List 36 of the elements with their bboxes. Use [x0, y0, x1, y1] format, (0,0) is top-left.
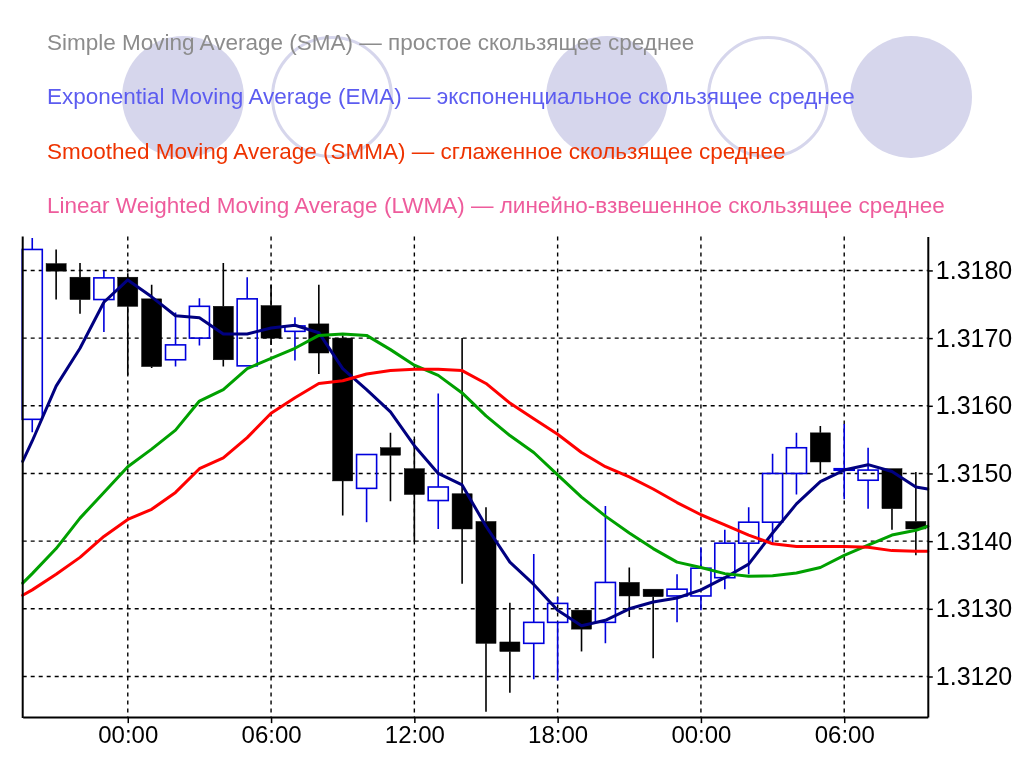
candlestick — [619, 566, 640, 618]
candlestick — [93, 269, 115, 333]
candlestick — [594, 505, 617, 645]
candlestick — [355, 453, 378, 523]
x-tick-label: 06:00 — [814, 721, 875, 749]
text: Simple Moving Average (SMA) — простое скользящее среднее — [47, 30, 695, 55]
x-tick-label: 00:00 — [98, 721, 159, 749]
candlestick — [810, 425, 831, 475]
candlestick — [45, 248, 67, 301]
text: Smoothed Moving Average (SMMA) — сглаженное скользящее среднее — [47, 138, 786, 164]
text: Linear Weighted Moving Average (LWMA) — линейно-взвешенное скользящее среднее — [47, 192, 945, 218]
x-tick-label: 12:00 — [384, 721, 445, 749]
candlestick — [427, 392, 450, 530]
candlestick — [666, 573, 688, 624]
candlestick — [546, 595, 569, 682]
candlestick — [236, 276, 259, 367]
y-tick-label: 1.3170 — [935, 323, 1013, 352]
text: Exponential Moving Average (EMA) — экспоненциальное скользящее среднее — [47, 84, 855, 110]
candlestick — [522, 553, 545, 680]
candlestick — [164, 311, 187, 368]
y-tick-label: 1.3130 — [935, 594, 1013, 623]
candlestick — [857, 446, 879, 510]
x-tick-label: 18:00 — [528, 721, 589, 749]
candlestick — [690, 546, 712, 611]
y-tick-label: 1.3120 — [935, 661, 1013, 690]
y-tick-label: 1.3180 — [935, 255, 1013, 284]
candlestick — [713, 528, 736, 590]
candlestick — [785, 432, 808, 496]
y-tick-label: 1.3160 — [935, 391, 1013, 420]
candlestick — [761, 453, 784, 544]
candlestick — [737, 506, 760, 576]
candlestick — [833, 423, 856, 500]
x-tick-label: 00:00 — [671, 721, 732, 749]
x-tick-label: 06:00 — [241, 721, 302, 749]
y-tick-label: 1.3140 — [935, 526, 1013, 555]
y-tick-label: 1.3150 — [935, 458, 1013, 487]
